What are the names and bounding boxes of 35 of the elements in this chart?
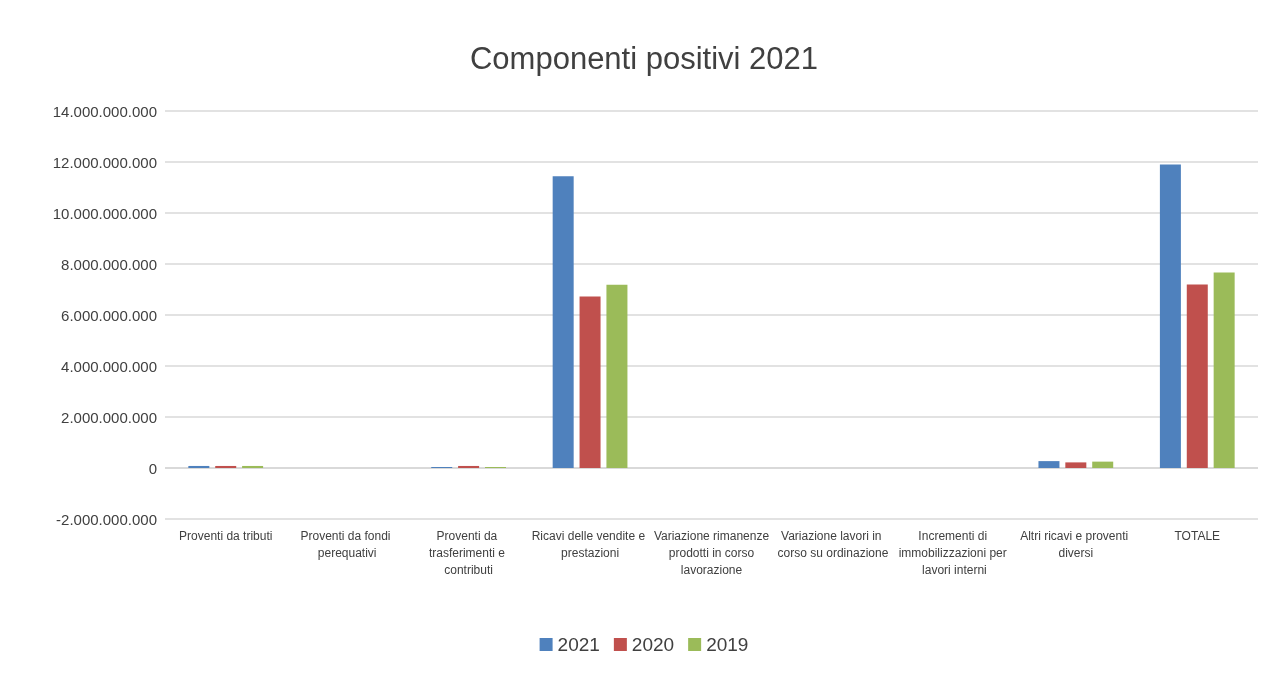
chart-title: Componenti positivi 2021 (469, 41, 819, 76)
x-tick-label: Variazione lavori in corso su ordinazione (777, 528, 889, 560)
x-tick-label: Proventi da trasferimenti e contributi (428, 528, 509, 577)
bar (1213, 272, 1235, 468)
x-tick-label: Altri ricavi e proventi diversi (1020, 528, 1132, 560)
y-tick-label: 8.000.000.000 (61, 255, 157, 273)
y-tick-label: 2.000.000.000 (61, 408, 157, 426)
bar (1038, 461, 1060, 468)
bar (458, 465, 480, 468)
bar (1159, 164, 1181, 468)
x-tick-label: Variazione rimanenze prodotti in corso lavorazione (653, 528, 770, 577)
bar (1092, 461, 1114, 468)
y-tick-label: 12.000.000.000 (52, 153, 157, 171)
bar (215, 465, 237, 468)
y-tick-label: 0 (148, 459, 157, 477)
y-tick-label: 14.000.000.000 (52, 102, 157, 120)
y-tick-label: 4.000.000.000 (61, 357, 157, 375)
x-tick-label: TOTALE (1174, 528, 1221, 543)
legend-label: 2020 (631, 634, 675, 655)
x-tick-label: Ricavi delle vendite e prestazioni (531, 528, 649, 560)
bar (1065, 462, 1087, 468)
bar (1186, 284, 1208, 468)
x-tick-label: Incrementi di immobilizzazioni per lavori interni (898, 528, 1011, 577)
legend-label: 2019 (706, 634, 749, 655)
x-tick-label: Proventi da tributi (179, 528, 273, 543)
bar (242, 465, 264, 468)
bar (552, 176, 574, 468)
y-tick-label: 10.000.000.000 (52, 204, 157, 222)
x-tick-label: Proventi da fondi perequativi (300, 528, 394, 560)
bar (188, 465, 210, 468)
y-tick-label: 6.000.000.000 (61, 306, 157, 324)
y-tick-label: -2.000.000.000 (56, 510, 157, 528)
bar (579, 296, 601, 468)
legend-label: 2021 (557, 634, 600, 655)
bar (606, 284, 628, 468)
